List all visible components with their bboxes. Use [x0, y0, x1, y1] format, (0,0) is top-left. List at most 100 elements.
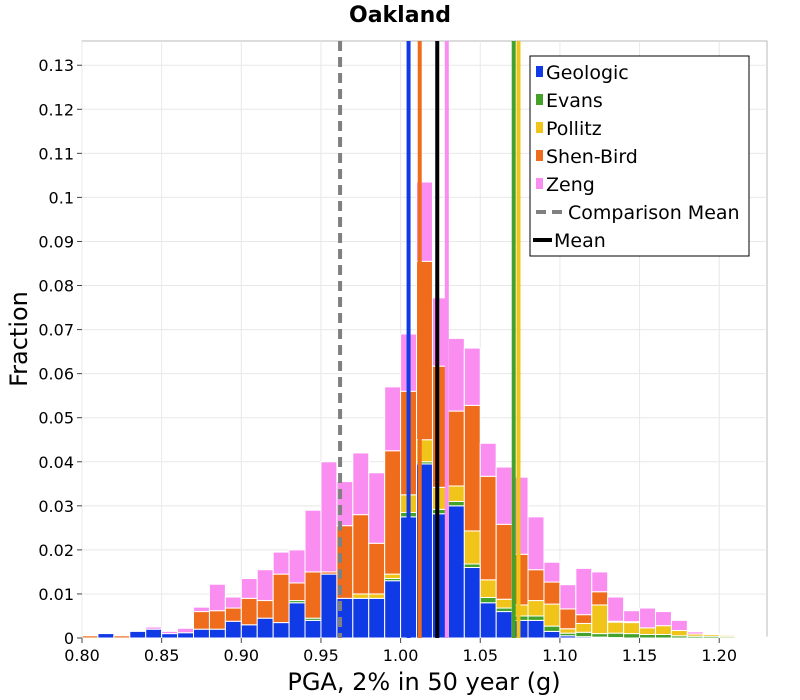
bar-segment-geologic [368, 597, 386, 639]
bar-segment-geologic [463, 567, 481, 639]
bar-segment-evans [639, 633, 656, 639]
bar-segment-shen-bird [208, 610, 226, 630]
bar-segment-pollitz [368, 593, 386, 599]
y-tick-label: 0.07 [38, 321, 74, 340]
bar-segment-shen-bird [240, 597, 258, 626]
bar-segment-shen-bird [495, 523, 513, 600]
bar-segment-shen-bird [352, 514, 370, 595]
reference-lines [338, 41, 521, 638]
bar-segment-pollitz [670, 630, 688, 637]
bar-segment-geologic [527, 619, 545, 639]
y-tick-label: 0.02 [38, 541, 74, 560]
legend-label-shen-bird: Shen-Bird [546, 146, 638, 168]
bar-segment-pollitz [352, 593, 370, 599]
x-tick-label: 0.85 [144, 646, 180, 665]
y-tick-label: 0.1 [49, 188, 74, 207]
bar-segment-shen-bird [591, 591, 609, 606]
bar-segment-zeng [208, 583, 226, 612]
x-tick-label: 1.00 [383, 646, 419, 665]
bar-segment-shen-bird [543, 581, 561, 605]
x-tick-label: 1.10 [542, 646, 578, 665]
bar-segment-pollitz [734, 636, 752, 639]
y-tick-label: 0.06 [38, 365, 74, 384]
bar-segment-zeng [240, 578, 258, 599]
bar-segment-geologic [145, 628, 163, 639]
y-axis-label: Fraction [5, 291, 33, 387]
bar-segment-shen-bird [224, 607, 242, 622]
legend: Geologic Evans Pollitz Shen-Bird Zeng Compari… [529, 55, 750, 257]
bar-segment-zeng [607, 596, 625, 622]
bar-segment-geologic [240, 624, 258, 639]
bar-segment-pollitz [607, 621, 625, 634]
bar-segment-pollitz [623, 622, 641, 635]
bar-segment-shen-bird [575, 614, 593, 624]
bar-segment-zeng [336, 481, 354, 527]
bar-segment-geologic [224, 620, 242, 639]
bar-segment-pollitz [447, 485, 465, 502]
y-axis: 0 0.01 0.02 0.03 0.04 0.05 0.06 0.07 0.08 0.09 0.1… [38, 56, 82, 648]
bar-segment-evans [543, 625, 561, 632]
bar-segment-geologic [384, 580, 402, 639]
bar-segment-geologic [479, 602, 497, 639]
legend-swatch-evans [536, 94, 543, 105]
legend-box [529, 55, 750, 257]
bar-segment-pollitz [479, 579, 497, 598]
bar-segment-zeng [623, 610, 641, 623]
bar-segment-shen-bird [463, 404, 481, 532]
bar-segment-shen-bird [272, 573, 290, 624]
bar-segment-evans [654, 633, 672, 639]
bar-segment-pollitz [463, 530, 481, 565]
bar-segment-geologic [288, 602, 306, 639]
bar-segment-zeng [639, 607, 656, 629]
bar-segment-geologic [256, 617, 274, 639]
bar-segment-shen-bird [304, 571, 322, 619]
bar-segment-pollitz [543, 603, 561, 627]
bar-segment-pollitz [527, 600, 545, 617]
bar-segment-zeng [447, 337, 465, 412]
legend-label-pollitz: Pollitz [546, 118, 602, 140]
bar-segment-zeng [591, 571, 609, 593]
bar-segment-zeng [368, 472, 386, 544]
legend-swatch-shen-bird [536, 150, 543, 161]
bar-segment-shen-bird [288, 582, 306, 602]
y-tick-label: 0.04 [38, 453, 74, 472]
bar-segment-evans [623, 633, 641, 639]
bar-segment-evans [527, 615, 545, 621]
x-tick-label: 1.20 [701, 646, 737, 665]
y-tick-label: 0.03 [38, 497, 74, 516]
bar-segment-evans [607, 632, 625, 639]
legend-label-evans: Evans [546, 90, 603, 112]
bar-segment-pollitz [591, 604, 609, 635]
bar-segment-zeng [702, 633, 720, 635]
y-tick-label: 0 [64, 629, 74, 648]
x-tick-label: 0.90 [223, 646, 259, 665]
legend-swatch-zeng [536, 178, 543, 189]
bar-segment-pollitz [384, 573, 402, 580]
bar-segment-pollitz [654, 625, 672, 635]
bar-segment-zeng [559, 584, 577, 610]
bar-segment-shen-bird [384, 450, 402, 575]
chart-title: Oakland [349, 3, 451, 28]
bar-segment-geologic [304, 619, 322, 639]
bar-segment-evans [575, 631, 593, 638]
x-tick-label: 1.05 [462, 646, 498, 665]
bar-segment-zeng [320, 461, 338, 573]
y-tick-label: 0.08 [38, 277, 74, 296]
bar-segment-shen-bird [559, 608, 577, 630]
x-axis-label: PGA, 2% in 50 year (g) [287, 668, 560, 696]
bar-segment-zeng [177, 627, 195, 634]
bar-segment-geologic [161, 633, 179, 639]
legend-label-comparison-mean: Comparison Mean [568, 202, 740, 224]
y-tick-label: 0.11 [38, 144, 74, 163]
legend-label-geologic: Geologic [546, 62, 629, 84]
bar-segment-evans [447, 500, 465, 507]
bar-segment-geologic [97, 633, 115, 639]
y-tick-label: 0.01 [38, 585, 74, 604]
bar-segment-evans [495, 607, 513, 613]
bar-segment-shen-bird [527, 569, 545, 602]
x-tick-label: 1.15 [622, 646, 658, 665]
bar-segment-zeng [495, 466, 513, 525]
bar-segment-zeng [224, 596, 242, 609]
bar-segment-geologic [208, 628, 226, 639]
bar-segment-zeng [384, 386, 402, 452]
